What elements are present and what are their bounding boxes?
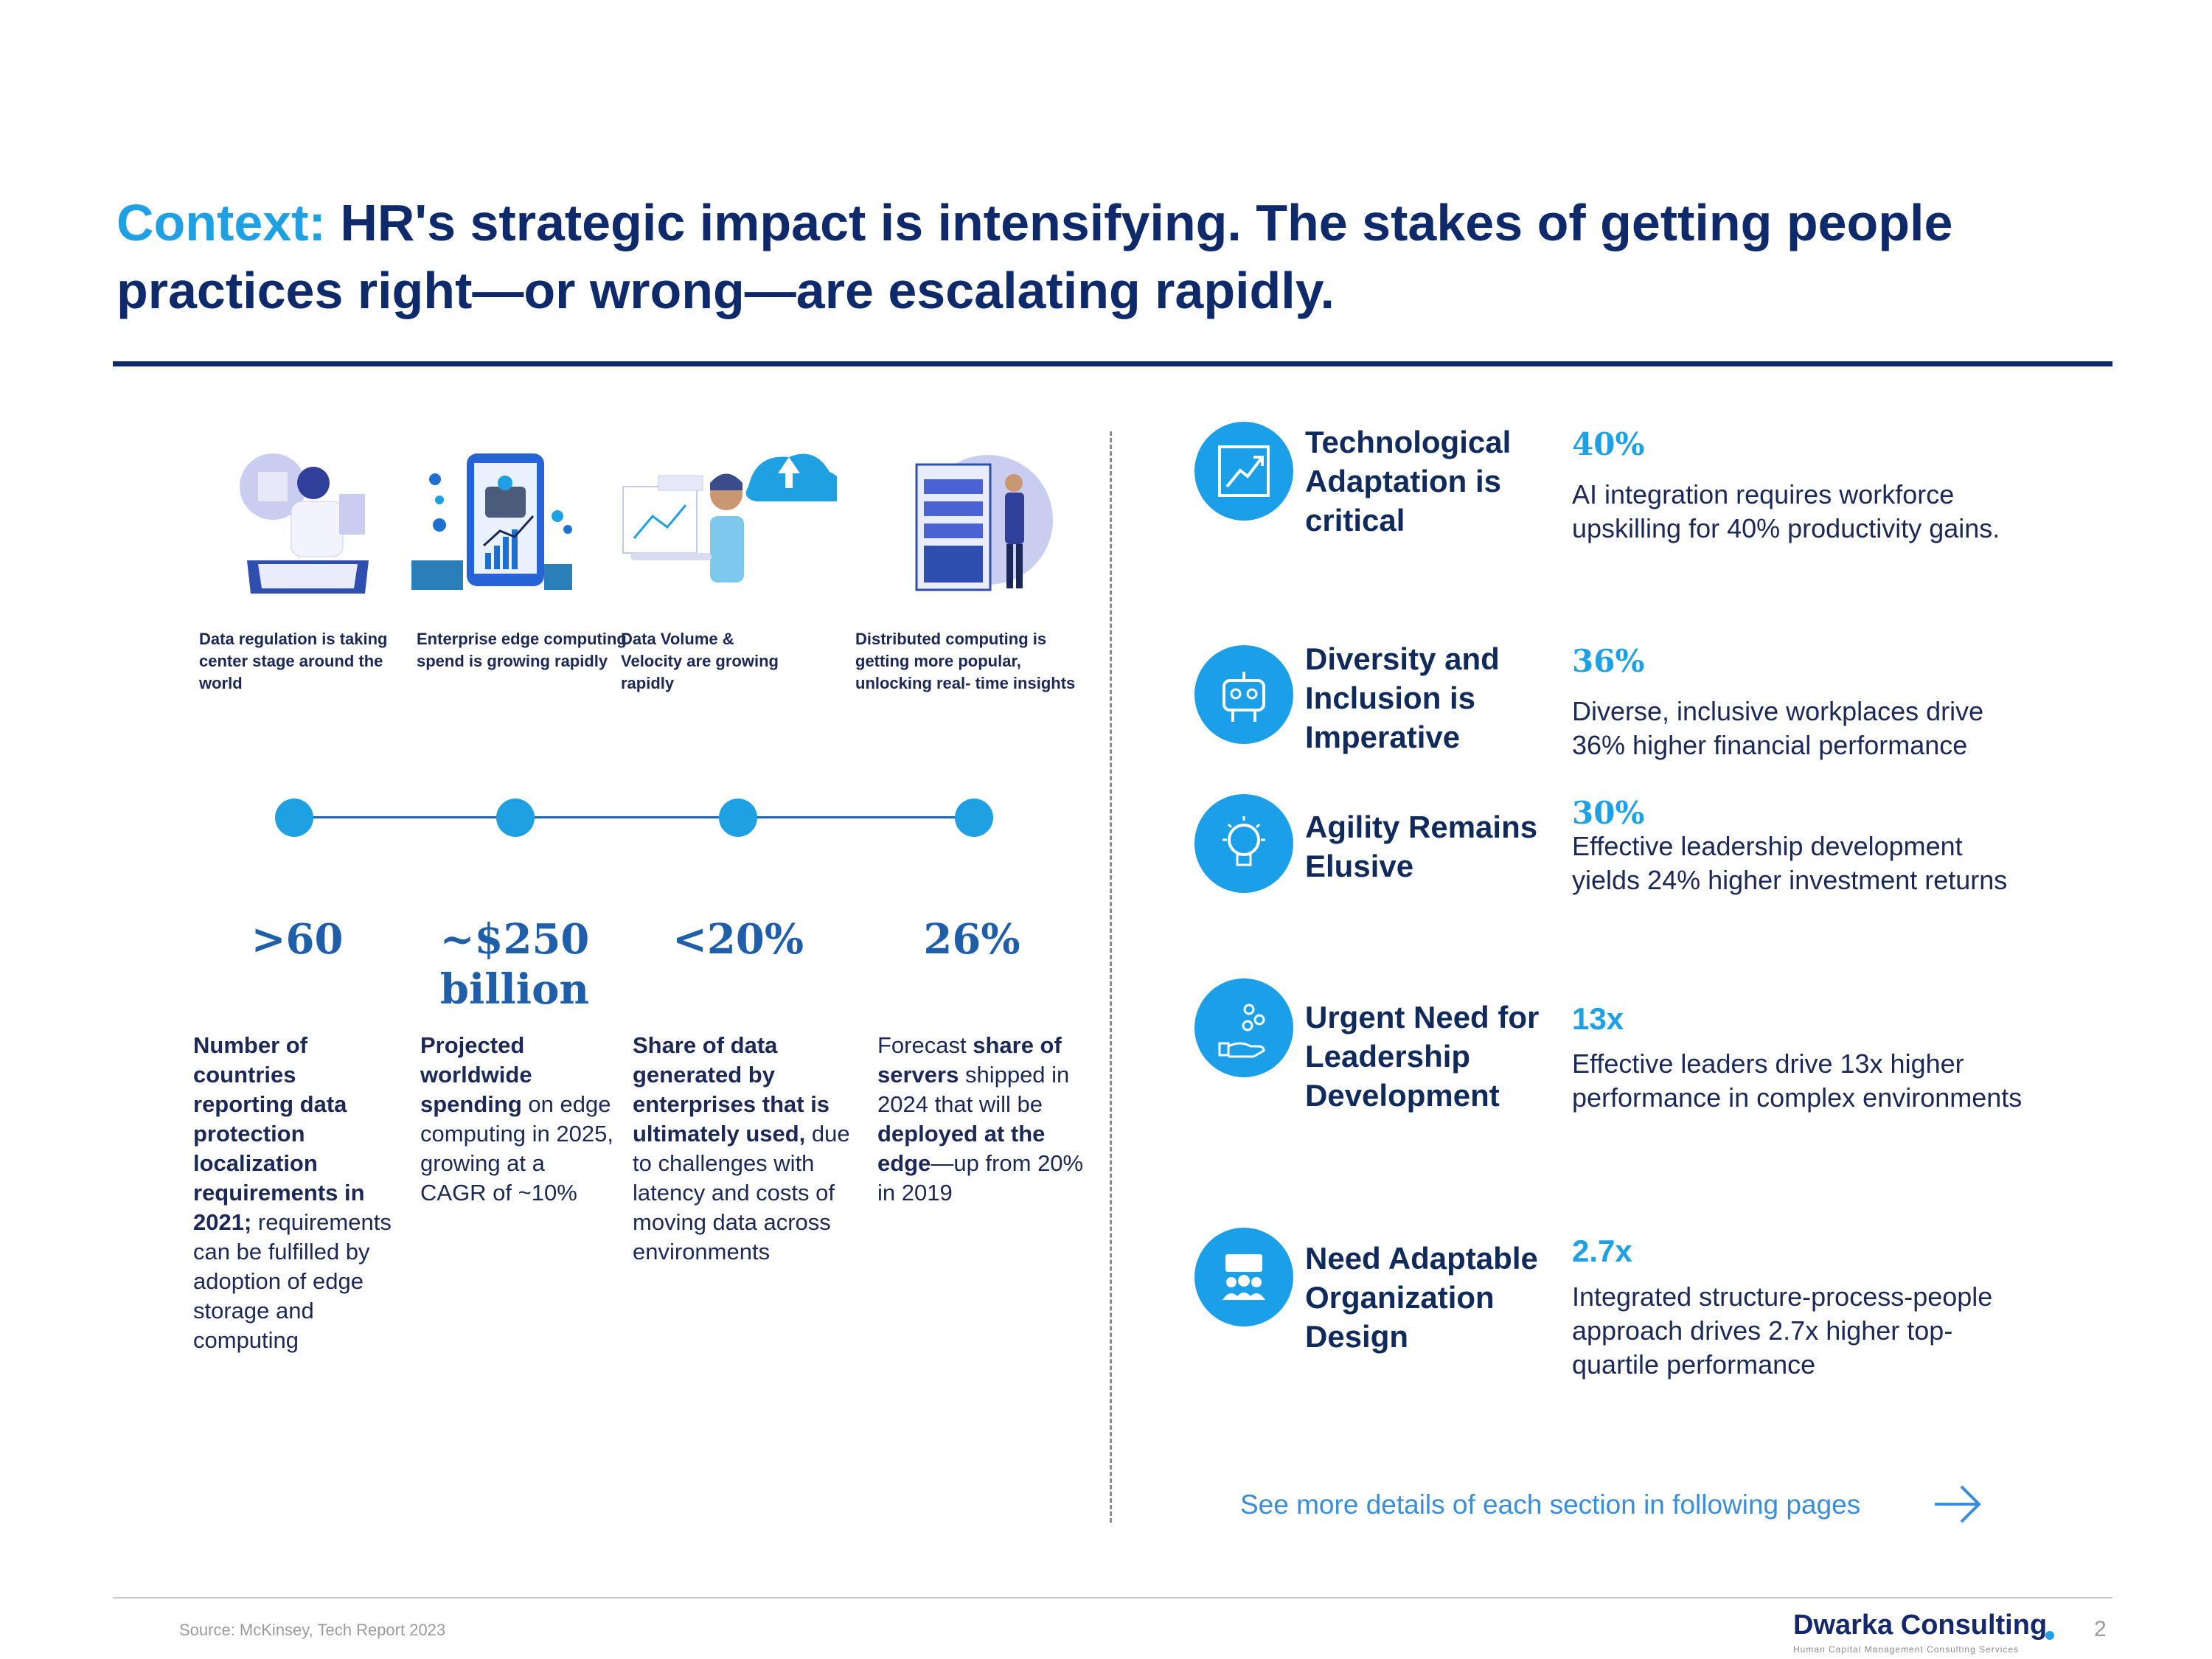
source-note: Source: McKinsey, Tech Report 2023 [179,1621,446,1639]
growth-chart-icon [1194,422,1293,521]
column-divider [1110,431,1112,1523]
timeline-line [295,816,973,818]
stat-2-7x: 2.7x [1572,1234,1632,1268]
desc-data-used: Share of data generated by enterprises t… [633,1032,850,1265]
heading-org-design: Need Adaptable Organization Design [1305,1241,1538,1354]
stat-countries: >60 [251,915,344,964]
caption-4: Distributed computing is getting more po… [855,630,1076,692]
caption-3: Data Volume & Velocity are growing rapid… [621,630,779,692]
page-title: Context: HR's strategic impact is intens… [116,189,2107,324]
stat-36: 36% [1572,643,1645,679]
desc-servers-edge: Forecast share of servers shipped in 202… [877,1032,1084,1206]
stat-13x: 13x [1572,1001,1624,1036]
cloud-upload-illustration [616,442,841,605]
heading-leadership: Urgent Need for Leadership Development [1305,1000,1540,1113]
title-text: HR's strategic impact is intensifying. T… [116,194,1953,319]
caption-1: Data regulation is taking center stage a… [199,630,388,692]
timeline-dot [955,799,993,837]
more-details-link[interactable]: See more details of each section in foll… [1240,1489,1861,1520]
stat-data-used: <20% [672,915,804,964]
hand-bubbles-icon [1194,978,1293,1077]
brand-name: Dwarka Consulting [1793,1610,2048,1641]
desc-countries: Number of countries reporting data prote… [193,1032,392,1353]
lightbulb-icon [1194,794,1293,893]
stat-40: 40% [1572,426,1645,462]
timeline-dot [275,799,313,837]
body-agility: Effective leadership development yields … [1572,831,2008,895]
body-org-design: Integrated structure-process-people appr… [1572,1281,1993,1380]
server-person-illustration [903,442,1073,605]
person-desk-illustration [221,442,391,605]
brand-dot [2045,1631,2054,1640]
timeline-dot [496,799,535,837]
stat-servers-edge: 26% [923,915,1020,964]
desc-edge-spend: Projected worldwide spending on edge com… [420,1032,613,1206]
heading-diversity: Diversity and Inclusion is Imperative [1305,641,1500,754]
caption-2: Enterprise edge computing spend is growi… [417,630,627,670]
brand-tagline: Human Capital Management Consulting Serv… [1793,1644,2020,1655]
stat-edge-spend: ~$250 billion [439,915,590,1014]
heading-tech-adaptation: Technological Adaptation is critical [1305,425,1512,538]
arrow-right-icon[interactable] [1932,1482,1983,1526]
page-number: 2 [2094,1617,2107,1641]
footer-divider [113,1597,2112,1599]
mobile-finance-illustration [404,442,574,605]
title-divider [113,361,2112,366]
body-tech-adaptation: AI integration requires workforce upskil… [1572,479,2000,543]
body-leadership: Effective leaders drive 13x higher perfo… [1572,1048,2023,1113]
heading-agility: Agility Remains Elusive [1305,810,1538,883]
body-diversity: Diverse, inclusive workplaces drive 36% … [1572,696,1984,760]
team-presentation-icon [1194,1228,1293,1326]
stat-30: 30% [1572,795,1645,831]
robot-icon [1194,645,1293,744]
title-prefix: Context: [116,194,326,251]
timeline-dot [719,799,757,837]
